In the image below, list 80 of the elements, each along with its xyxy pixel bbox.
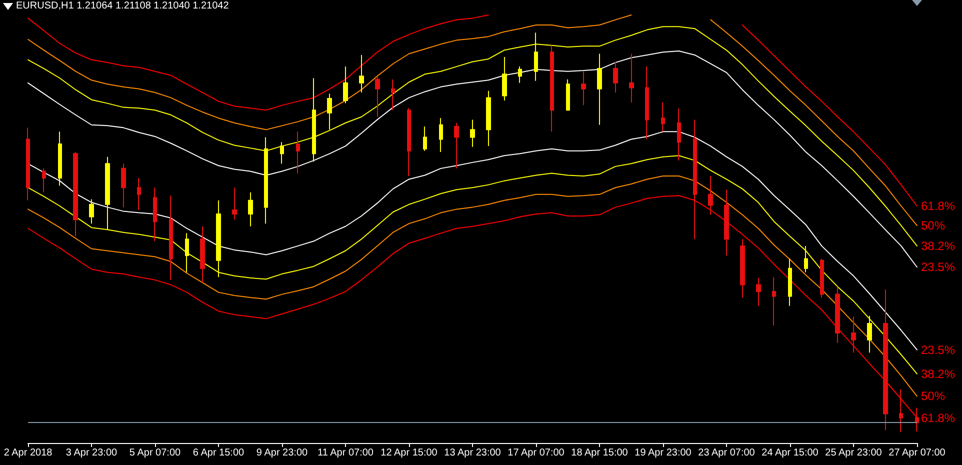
candlestick [200,226,205,284]
candlestick [851,316,856,354]
candlestick [391,78,395,111]
candlestick [280,142,284,164]
candlestick [26,127,30,201]
candlestick [248,192,253,227]
candlestick [327,93,332,130]
candlestick [73,152,78,237]
candlestick [550,44,554,132]
candlestick [470,119,475,148]
candlestick [820,258,824,298]
candlestick [740,238,745,298]
series-label: 50% [921,218,946,233]
candlestick [883,289,888,431]
series-label: 38.2% [921,238,956,253]
candlestick [296,131,300,174]
series-label: 23.5% [921,342,956,357]
candlestick [708,176,713,216]
candlestick [804,245,808,273]
candlestick [597,53,602,126]
candlestick [629,53,634,104]
candlestick [566,78,570,111]
candlestick [375,76,380,118]
candlestick [915,407,919,432]
series-label: 61.8% [921,198,956,213]
candlestick [137,178,141,210]
candlestick [677,108,681,161]
x-tick-label: 17 Apr 07:00 [508,448,565,458]
candlestick [58,131,62,186]
x-tick-label: 23 Apr 07:00 [698,448,756,458]
x-tick-label: 9 Apr 23:00 [256,448,308,458]
candlestick [439,118,443,153]
series-label: 38.2% [921,366,956,381]
x-tick-label: 18 Apr 15:00 [571,448,628,458]
chart-title: EURUSD,H1 1.21064 1.21108 1.21040 1.21042 [16,0,230,12]
series-label: 50% [921,389,946,404]
x-tick-label: 24 Apr 15:00 [762,448,819,458]
series-label: 61.8% [921,410,956,425]
candlestick [502,56,507,102]
candlestick [645,66,649,140]
x-tick-label: 19 Apr 23:00 [634,448,692,458]
candlestick [454,122,459,169]
x-tick-label: 2 Apr 2018 [4,448,53,458]
candlestick [153,187,157,242]
candlestick [867,315,872,354]
candlestick [169,195,173,280]
candlestick [407,108,411,177]
candlestick [581,70,586,106]
x-tick-label: 3 Apr 23:00 [66,448,118,458]
candlestick [518,66,522,84]
candlestick [613,61,618,94]
candlestick [89,198,94,224]
x-tick-label: 25 Apr 23:00 [825,448,882,458]
candlestick [693,119,697,240]
x-tick-label: 6 Apr 15:00 [192,448,245,458]
candlestick [661,102,665,132]
candlestick [756,277,761,306]
candlestick [486,90,491,147]
candlestick [264,136,268,224]
x-tick-label: 12 Apr 15:00 [380,448,438,458]
candlestick [899,388,903,433]
candlestick [312,78,316,162]
x-tick-label: 13 Apr 23:00 [444,448,502,458]
candlestick [772,276,776,326]
candlestick [788,258,792,306]
x-tick-label: 27 Apr 07:00 [888,448,946,458]
candlestick [216,200,221,278]
candlestick [121,163,126,208]
candlestick [359,54,364,94]
candlestick [534,32,538,82]
candlestick [835,286,840,344]
candlestick [724,189,729,256]
series-label: 23.5% [921,260,956,274]
candlestick [423,126,427,152]
candlestick [185,232,189,273]
x-tick-label: 11 Apr 07:00 [318,448,374,458]
candlestick [42,168,46,193]
candlestick [343,66,348,104]
candlestick [232,187,237,220]
x-tick-label: 5 Apr 07:00 [129,448,182,458]
